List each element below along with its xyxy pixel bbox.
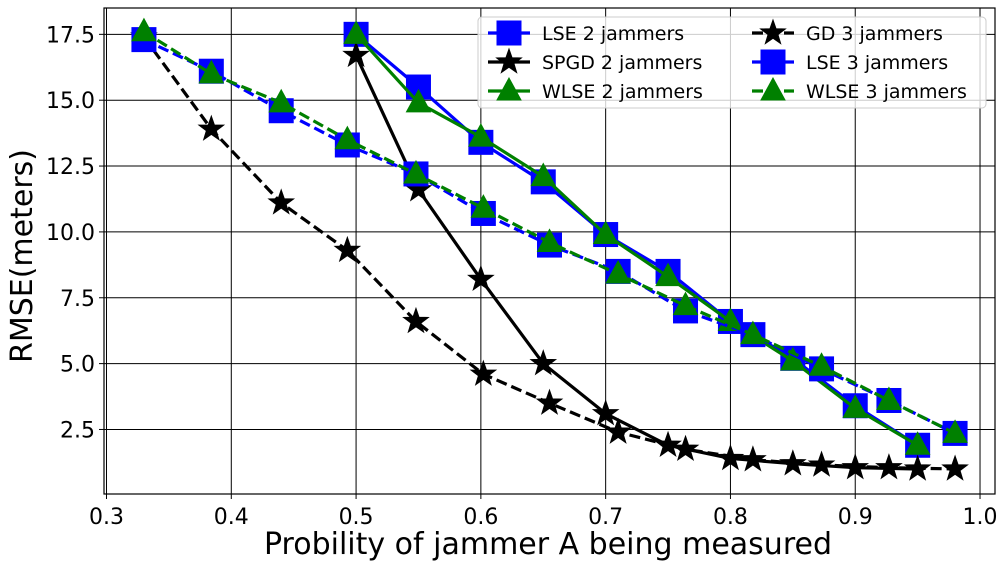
series-line-spgd-2-jammers (354, 54, 918, 471)
data-point-wlse-2-jammers (904, 431, 931, 455)
x-tick-label: 0.5 (339, 505, 374, 530)
series-wlse-2-jammers (343, 20, 931, 455)
data-point-wlse-2-jammers (405, 88, 432, 113)
legend-item-lse-3-jammers: LSE 3 jammers (752, 49, 948, 75)
y-tick-label: 5.0 (60, 353, 95, 378)
legend-item-wlse-3-jammers: WLSE 3 jammers (752, 76, 967, 103)
x-tick-label: 0.6 (463, 505, 498, 530)
legend-marker (495, 47, 523, 74)
data-point-gd-3-jammers (197, 114, 226, 141)
data-point-wlse-3-jammers (876, 386, 902, 410)
y-tick-label: 10.0 (46, 221, 95, 246)
x-tick-label: 0.7 (588, 505, 623, 530)
data-point-wlse-2-jammers (842, 394, 869, 418)
data-point-wlse-3-jammers (942, 419, 968, 443)
y-tick-label: 15.0 (46, 89, 95, 114)
data-point-wlse-2-jammers (655, 262, 681, 287)
data-point-wlse-3-jammers (198, 59, 225, 84)
data-point-spgd-2-jammers (342, 40, 370, 68)
legend-label: LSE 2 jammers (542, 23, 684, 45)
data-point-gd-3-jammers (402, 306, 430, 334)
legend-label: LSE 3 jammers (806, 52, 948, 74)
legend-marker (496, 20, 522, 46)
data-point-wlse-3-jammers (334, 125, 361, 150)
data-point-gd-3-jammers (875, 453, 903, 480)
legend-label: SPGD 2 jammers (542, 52, 702, 74)
x-tick-label: 1.0 (963, 505, 998, 530)
data-point-spgd-2-jammers (467, 264, 495, 292)
legend: LSE 2 jammers SPGD 2 jammers WLSE 2 jammer… (477, 16, 987, 109)
x-axis-label: Probility of jammer A being measured (264, 527, 832, 562)
data-point-wlse-2-jammers (592, 220, 619, 245)
data-point-wlse-3-jammers (672, 291, 699, 316)
data-point-gd-3-jammers (739, 445, 767, 472)
data-point-wlse-3-jammers (131, 17, 157, 42)
y-axis-ticks: 2.5 5.0 7.5 10.0 12.5 15.0 17.5 (46, 23, 104, 443)
data-point-wlse-3-jammers (268, 88, 295, 113)
data-point-gd-3-jammers (671, 434, 700, 461)
y-tick-label: 12.5 (46, 155, 95, 180)
data-point-spgd-2-jammers (529, 349, 558, 376)
x-tick-label: 0.8 (713, 505, 748, 530)
x-axis-ticks: 0.3 0.4 0.5 0.6 0.7 0.8 0.9 1.0 (89, 494, 998, 530)
x-tick-label: 0.9 (838, 505, 873, 530)
data-point-spgd-2-jammers (591, 399, 620, 426)
x-tick-label: 0.3 (89, 505, 124, 530)
y-tick-label: 7.5 (60, 287, 95, 312)
data-point-wlse-2-jammers (343, 20, 369, 44)
data-point-gd-3-jammers (333, 235, 362, 263)
legend-box (477, 16, 987, 109)
data-point-wlse-3-jammers (470, 194, 497, 218)
legend-label: WLSE 3 jammers (806, 81, 967, 103)
legend-marker (759, 18, 787, 45)
legend-marker (496, 76, 522, 101)
data-point-wlse-2-jammers (530, 162, 557, 187)
y-tick-label: 17.5 (46, 23, 95, 48)
data-point-gd-3-jammers (535, 388, 564, 415)
legend-marker (760, 76, 786, 101)
data-point-gd-3-jammers (604, 417, 632, 444)
data-point-gd-3-jammers (941, 454, 969, 481)
data-point-wlse-2-jammers (468, 123, 494, 147)
y-axis-label: RMSE(meters) (5, 149, 40, 363)
data-point-wlse-3-jammers (403, 159, 429, 184)
plot-frame (103, 7, 996, 495)
legend-item-gd-3-jammers: GD 3 jammers (752, 18, 943, 45)
data-point-gd-3-jammers (469, 359, 498, 386)
series-line-wlse-2-jammers (354, 33, 919, 447)
legend-item-lse-2-jammers: LSE 2 jammers (488, 20, 684, 46)
legend-label: GD 3 jammers (806, 23, 943, 45)
legend-item-spgd-2-jammers: SPGD 2 jammers (488, 47, 702, 74)
series-layer (130, 17, 969, 481)
data-point-wlse-3-jammers (536, 228, 563, 252)
legend-marker (760, 49, 786, 75)
data-point-gd-3-jammers (807, 450, 836, 477)
data-point-gd-3-jammers (267, 188, 296, 215)
legend-item-wlse-2-jammers: WLSE 2 jammers (488, 76, 703, 103)
series-wlse-3-jammers (131, 17, 968, 443)
data-point-wlse-3-jammers (605, 260, 631, 284)
data-point-wlse-3-jammers (808, 352, 835, 376)
x-tick-label: 0.4 (214, 505, 249, 530)
legend-label: WLSE 2 jammers (542, 81, 703, 103)
series-line-lse-2-jammers (355, 33, 919, 447)
y-tick-label: 2.5 (60, 418, 95, 443)
data-point-wlse-3-jammers (740, 320, 766, 345)
